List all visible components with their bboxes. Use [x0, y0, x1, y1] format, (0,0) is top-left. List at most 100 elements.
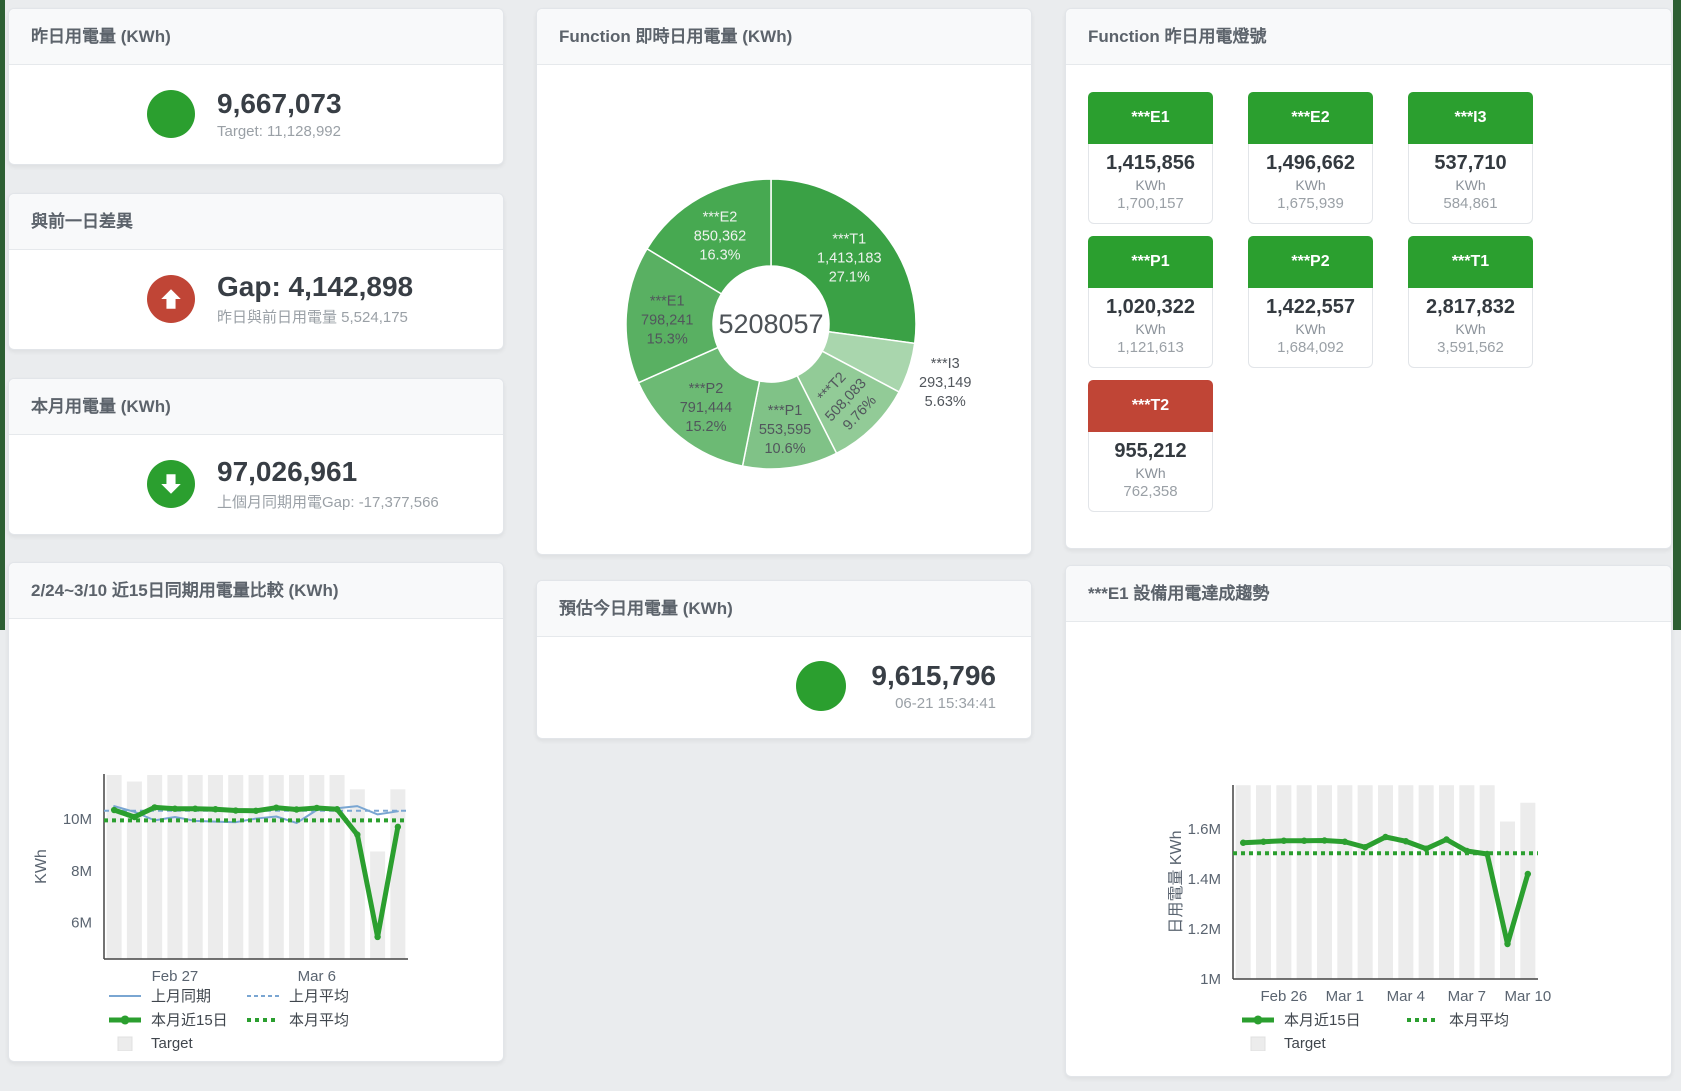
green-status-circle-icon — [796, 661, 847, 711]
tile-target-value: 762,358 — [1123, 483, 1178, 500]
realtime-usage-donut-chart: ***T1 1,413,183 27.1%***I3 293,149 5.63%***T… — [625, 178, 971, 470]
x-tick-label: Feb 26 — [1260, 988, 1307, 1005]
forecast-metric: 9,615,796 06-21 15:34:41 — [537, 637, 1031, 735]
donut-slice-E2[interactable] — [646, 178, 772, 295]
legend-item-本月近15日[interactable]: 本月近15日 — [1241, 1009, 1406, 1030]
legend-label: 本月平均 — [1449, 1012, 1510, 1029]
y-axis-title: 日用電量 KWh — [1168, 830, 1185, 933]
tile-value: 2,817,832 — [1426, 296, 1515, 318]
card-status-lights: Function 昨日用電燈號 ***E1 1,415,856 KWh 1,700,1… — [1065, 8, 1672, 549]
status-tile-I3: ***I3 537,710 KWh 584,861 — [1408, 92, 1533, 224]
y-axis-title: KWh — [33, 849, 50, 884]
status-tile-T1: ***T1 2,817,832 KWh 3,591,562 — [1408, 236, 1533, 368]
forecast-timestamp: 06-21 15:34:41 — [895, 695, 996, 713]
legend-label: Target — [1284, 1035, 1326, 1052]
status-tile-P2: ***P2 1,422,557 KWh 1,684,092 — [1248, 236, 1373, 368]
legend-sample-box — [1250, 1036, 1266, 1051]
tile-target-value: 1,675,939 — [1277, 195, 1344, 212]
tile-label: ***E2 — [1248, 92, 1373, 144]
donut-label-I3: ***I3 293,149 5.63% — [919, 356, 971, 410]
tile-value: 537,710 — [1434, 152, 1507, 174]
status-lights-grid: ***E1 1,415,856 KWh 1,700,157 ***E2 1,496,662… — [1066, 65, 1671, 549]
status-tile-E2: ***E2 1,496,662 KWh 1,675,939 — [1248, 92, 1373, 224]
donut-center-total: 5208057 — [718, 309, 823, 339]
tile-label: ***P2 — [1248, 236, 1373, 288]
right-edge-strip — [1673, 0, 1681, 630]
green-status-circle-icon — [147, 90, 195, 138]
yesterday-value: 9,667,073 — [217, 87, 342, 119]
y-tick-label: 1.6M — [1188, 821, 1221, 838]
down-arrow-green-icon — [147, 460, 195, 508]
month-subtitle: 上個月同期用電Gap: -17,377,566 — [217, 494, 439, 512]
month-value: 97,026,961 — [217, 455, 358, 487]
legend-sample-dots — [1407, 1018, 1439, 1022]
donut-label-P2: ***P2 791,444 15.2% — [680, 381, 732, 435]
tile-value: 1,415,856 — [1106, 152, 1195, 174]
tile-unit: KWh — [1135, 321, 1166, 337]
legend-label: Target — [151, 1035, 193, 1052]
tile-target-value: 1,700,157 — [1117, 195, 1184, 212]
legend-row: Target — [1241, 1033, 1571, 1054]
day-gap-metric: Gap: 4,142,898 昨日與前日用電量 5,524,175 — [9, 250, 503, 348]
donut-label-P1: ***P1 553,595 10.6% — [759, 403, 811, 457]
tile-label: ***T1 — [1408, 236, 1533, 288]
legend-row: Target — [108, 1033, 384, 1054]
card-month-title: 本月用電量 (KWh) — [9, 379, 503, 435]
status-tile-T2: ***T2 955,212 KWh 762,358 — [1088, 380, 1213, 512]
legend-sample-dash — [247, 995, 279, 997]
tile-label: ***I3 — [1408, 92, 1533, 144]
legend-row: 本月近15日 本月平均 — [108, 1009, 384, 1030]
target-bars — [1235, 785, 1536, 979]
x-tick-label: Mar 1 — [1326, 988, 1364, 1005]
tile-unit: KWh — [1135, 465, 1166, 481]
legend-item-上月平均[interactable]: 上月平均 — [246, 985, 384, 1006]
donut-slice-T1[interactable] — [770, 178, 917, 345]
card-compare-title: 2/24~3/10 近15日同期用電量比較 (KWh) — [9, 563, 503, 619]
legend-item-Target[interactable]: Target — [108, 1033, 246, 1054]
tile-value: 1,422,557 — [1266, 296, 1355, 318]
tile-target-value: 584,861 — [1443, 195, 1498, 212]
card-forecast: 預估今日用電量 (KWh) 9,615,796 06-21 15:34:41 — [536, 580, 1032, 739]
card-e1-trend: ***E1 設備用電達成趨勢 1M 1.2M 1.4M 1.6M Feb 26 Mar 1… — [1065, 565, 1672, 1077]
compare-usage-chart: 6M 8M 10M Feb 27 Mar 6 KWh — [33, 774, 408, 985]
donut-slice-E1[interactable] — [625, 247, 723, 384]
month-metric: 97,026,961 上個月同期用電Gap: -17,377,566 — [9, 435, 503, 533]
y-tick-label: 6M — [71, 915, 92, 932]
legend-sample-line — [109, 995, 141, 997]
tile-unit: KWh — [1455, 321, 1486, 337]
yesterday-target: Target: 11,128,992 — [217, 123, 341, 141]
y-tick-label: 1.4M — [1188, 871, 1221, 888]
card-day-gap: 與前一日差異 Gap: 4,142,898 昨日與前日用電量 5,524,175 — [8, 193, 504, 350]
donut-label-T1: ***T1 1,413,183 27.1% — [817, 232, 882, 286]
donut-slice-P2[interactable] — [637, 346, 761, 468]
y-tick-label: 1M — [1200, 971, 1221, 988]
tile-unit: KWh — [1295, 177, 1326, 193]
tile-value: 955,212 — [1114, 440, 1187, 462]
legend-item-上月同期[interactable]: 上月同期 — [108, 985, 246, 1006]
tile-target-value: 3,591,562 — [1437, 339, 1504, 356]
legend-item-本月近15日[interactable]: 本月近15日 — [108, 1009, 246, 1030]
status-tile-E1: ***E1 1,415,856 KWh 1,700,157 — [1088, 92, 1213, 224]
legend-sample-dots — [247, 1018, 279, 1022]
legend-label: 上月平均 — [289, 988, 350, 1005]
left-edge-strip — [0, 0, 5, 630]
tile-unit: KWh — [1455, 177, 1486, 193]
e1-trend-legend: 本月近15日 本月平均 Target — [1241, 1009, 1571, 1054]
tile-value: 1,020,322 — [1106, 296, 1195, 318]
card-compare-chart: 2/24~3/10 近15日同期用電量比較 (KWh) 6M 8M 10M Feb 2… — [8, 562, 504, 1062]
legend-item-本月平均[interactable]: 本月平均 — [1406, 1009, 1571, 1030]
forecast-value: 9,615,796 — [871, 659, 996, 691]
day-gap-value: Gap: 4,142,898 — [217, 270, 414, 302]
card-month-usage: 本月用電量 (KWh) 97,026,961 上個月同期用電Gap: -17,3… — [8, 378, 504, 535]
e1-trend-chart: 1M 1.2M 1.4M 1.6M Feb 26 Mar 1 Mar 4 Mar 7 Mar 1… — [1168, 785, 1551, 1005]
legend-sample-thick — [1242, 1015, 1274, 1025]
day-gap-subtitle: 昨日與前日用電量 5,524,175 — [217, 309, 408, 327]
legend-label: 本月近15日 — [1284, 1012, 1361, 1029]
tile-unit: KWh — [1135, 177, 1166, 193]
card-realtime-donut: Function 即時日用電量 (KWh) ***T1 1,413,183 27.1… — [536, 8, 1032, 555]
legend-item-本月平均[interactable]: 本月平均 — [246, 1009, 384, 1030]
card-yesterday-usage: 昨日用電量 (KWh) 9,667,073 Target: 11,128,992 — [8, 8, 504, 165]
x-tick-label: Mar 4 — [1387, 988, 1425, 1005]
legend-item-Target[interactable]: Target — [1241, 1033, 1406, 1054]
tile-label: ***P1 — [1088, 236, 1213, 288]
